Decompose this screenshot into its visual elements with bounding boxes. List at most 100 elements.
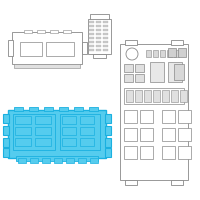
Bar	[96, 45, 101, 47]
Bar	[13, 114, 55, 150]
Bar	[96, 41, 101, 43]
Bar	[15, 127, 31, 135]
Bar	[35, 138, 51, 146]
Bar	[124, 88, 184, 104]
Bar	[125, 40, 137, 45]
Bar	[124, 110, 137, 123]
Bar	[62, 127, 76, 135]
Bar	[80, 127, 94, 135]
Bar	[135, 74, 144, 82]
Bar	[89, 21, 94, 23]
Bar	[96, 25, 101, 27]
Bar	[74, 107, 83, 111]
Bar	[162, 128, 175, 141]
Bar	[14, 64, 80, 68]
Bar	[105, 148, 111, 157]
Bar	[89, 41, 94, 43]
Bar	[96, 29, 101, 31]
Bar	[126, 90, 133, 102]
Bar	[105, 138, 111, 147]
Bar	[3, 148, 9, 157]
Bar	[90, 14, 109, 20]
Bar	[174, 64, 184, 80]
Bar	[124, 128, 137, 141]
Bar	[89, 45, 94, 47]
Bar	[140, 146, 153, 159]
Bar	[8, 40, 13, 56]
Bar	[174, 50, 179, 57]
Bar	[96, 49, 101, 51]
Bar	[162, 110, 175, 123]
Bar	[30, 158, 38, 163]
Bar	[153, 50, 158, 57]
Bar	[35, 116, 51, 124]
Bar	[78, 158, 86, 163]
Bar	[162, 146, 175, 159]
Bar	[124, 64, 133, 72]
Bar	[162, 90, 169, 102]
Bar	[93, 54, 106, 58]
Bar	[160, 50, 165, 57]
Bar	[140, 128, 153, 141]
Bar	[168, 48, 176, 57]
Bar	[171, 90, 178, 102]
Bar	[35, 127, 51, 135]
Bar	[105, 126, 111, 135]
Bar	[96, 21, 101, 23]
Bar	[80, 138, 94, 146]
Bar	[96, 37, 101, 39]
Bar	[3, 126, 9, 135]
Bar	[103, 45, 108, 47]
Bar	[89, 33, 94, 35]
Bar	[3, 138, 9, 147]
Bar	[178, 128, 191, 141]
Bar	[105, 114, 111, 123]
Bar	[89, 29, 94, 31]
Bar	[66, 158, 74, 163]
Bar	[150, 62, 164, 82]
Bar	[144, 90, 151, 102]
Bar	[42, 158, 50, 163]
Bar	[178, 110, 191, 123]
Bar	[178, 48, 186, 57]
Bar	[180, 90, 187, 102]
Bar	[171, 180, 183, 185]
Bar	[103, 21, 108, 23]
Bar	[37, 30, 45, 33]
Bar	[60, 114, 100, 150]
Bar	[124, 74, 133, 82]
Bar	[89, 25, 94, 27]
Bar	[12, 32, 82, 64]
Bar	[178, 146, 191, 159]
Bar	[50, 30, 58, 33]
Bar	[80, 116, 94, 124]
Bar	[135, 90, 142, 102]
Bar	[3, 114, 9, 123]
Bar	[96, 33, 101, 35]
Bar	[44, 107, 53, 111]
Bar	[15, 138, 31, 146]
Bar	[103, 29, 108, 31]
Bar	[59, 107, 68, 111]
Bar	[24, 30, 32, 33]
Bar	[120, 44, 188, 180]
Bar	[103, 25, 108, 27]
Bar	[20, 42, 42, 56]
Bar	[18, 158, 26, 163]
Bar	[140, 110, 153, 123]
Bar	[146, 50, 151, 57]
Bar	[62, 138, 76, 146]
Bar	[103, 33, 108, 35]
Circle shape	[126, 48, 138, 60]
Bar	[63, 30, 71, 33]
Bar	[125, 180, 137, 185]
Bar	[29, 107, 38, 111]
Bar	[46, 42, 74, 56]
Bar	[103, 37, 108, 39]
Bar	[16, 156, 98, 161]
Bar	[168, 62, 182, 82]
Bar	[103, 41, 108, 43]
Bar	[14, 107, 23, 111]
Bar	[88, 19, 111, 54]
Bar	[167, 50, 172, 57]
